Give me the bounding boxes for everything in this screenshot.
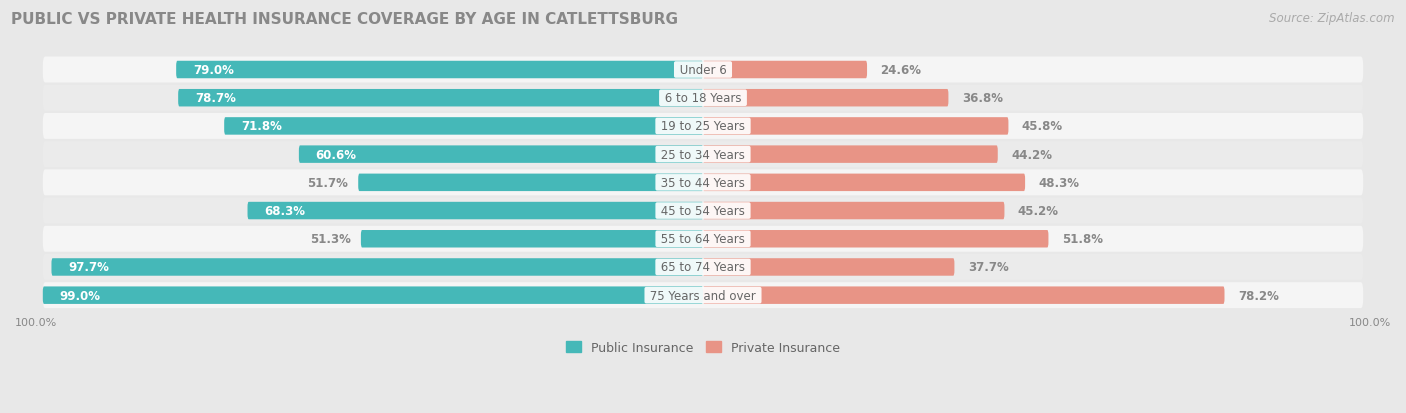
FancyBboxPatch shape <box>42 142 1364 168</box>
Text: 71.8%: 71.8% <box>240 120 281 133</box>
FancyBboxPatch shape <box>703 202 1004 220</box>
Text: Under 6: Under 6 <box>676 64 730 77</box>
FancyBboxPatch shape <box>42 287 703 304</box>
Text: 45 to 54 Years: 45 to 54 Years <box>657 204 749 218</box>
FancyBboxPatch shape <box>42 114 1364 140</box>
FancyBboxPatch shape <box>703 62 868 79</box>
Text: 45.8%: 45.8% <box>1022 120 1063 133</box>
Text: 51.8%: 51.8% <box>1062 233 1102 246</box>
Text: 97.7%: 97.7% <box>67 261 110 274</box>
FancyBboxPatch shape <box>703 287 1225 304</box>
Text: 55 to 64 Years: 55 to 64 Years <box>657 233 749 246</box>
Text: 75 Years and over: 75 Years and over <box>647 289 759 302</box>
Text: 68.3%: 68.3% <box>264 204 305 218</box>
FancyBboxPatch shape <box>52 259 703 276</box>
FancyBboxPatch shape <box>703 174 1025 192</box>
Text: 79.0%: 79.0% <box>193 64 233 77</box>
FancyBboxPatch shape <box>299 146 703 164</box>
FancyBboxPatch shape <box>703 118 1008 135</box>
Text: 19 to 25 Years: 19 to 25 Years <box>657 120 749 133</box>
FancyBboxPatch shape <box>703 90 949 107</box>
Text: 48.3%: 48.3% <box>1039 176 1080 190</box>
FancyBboxPatch shape <box>42 170 1364 196</box>
FancyBboxPatch shape <box>224 118 703 135</box>
FancyBboxPatch shape <box>176 62 703 79</box>
Text: 51.3%: 51.3% <box>309 233 352 246</box>
Text: 44.2%: 44.2% <box>1011 148 1052 161</box>
FancyBboxPatch shape <box>247 202 703 220</box>
FancyBboxPatch shape <box>703 230 1049 248</box>
FancyBboxPatch shape <box>42 198 1364 224</box>
Text: 37.7%: 37.7% <box>967 261 1008 274</box>
FancyBboxPatch shape <box>42 226 1364 252</box>
Text: 36.8%: 36.8% <box>962 92 1002 105</box>
Text: 65 to 74 Years: 65 to 74 Years <box>657 261 749 274</box>
Text: 24.6%: 24.6% <box>880 64 921 77</box>
Legend: Public Insurance, Private Insurance: Public Insurance, Private Insurance <box>561 336 845 359</box>
Text: 6 to 18 Years: 6 to 18 Years <box>661 92 745 105</box>
FancyBboxPatch shape <box>359 174 703 192</box>
Text: 60.6%: 60.6% <box>315 148 357 161</box>
Text: 25 to 34 Years: 25 to 34 Years <box>657 148 749 161</box>
FancyBboxPatch shape <box>179 90 703 107</box>
Text: Source: ZipAtlas.com: Source: ZipAtlas.com <box>1270 12 1395 25</box>
Text: 99.0%: 99.0% <box>59 289 100 302</box>
FancyBboxPatch shape <box>42 254 1364 280</box>
FancyBboxPatch shape <box>42 57 1364 83</box>
Text: 45.2%: 45.2% <box>1018 204 1059 218</box>
FancyBboxPatch shape <box>42 282 1364 309</box>
FancyBboxPatch shape <box>703 259 955 276</box>
Text: 78.7%: 78.7% <box>195 92 236 105</box>
FancyBboxPatch shape <box>703 146 998 164</box>
Text: 51.7%: 51.7% <box>308 176 349 190</box>
FancyBboxPatch shape <box>42 85 1364 112</box>
Text: 78.2%: 78.2% <box>1237 289 1278 302</box>
Text: 35 to 44 Years: 35 to 44 Years <box>657 176 749 190</box>
Text: PUBLIC VS PRIVATE HEALTH INSURANCE COVERAGE BY AGE IN CATLETTSBURG: PUBLIC VS PRIVATE HEALTH INSURANCE COVER… <box>11 12 678 27</box>
FancyBboxPatch shape <box>361 230 703 248</box>
